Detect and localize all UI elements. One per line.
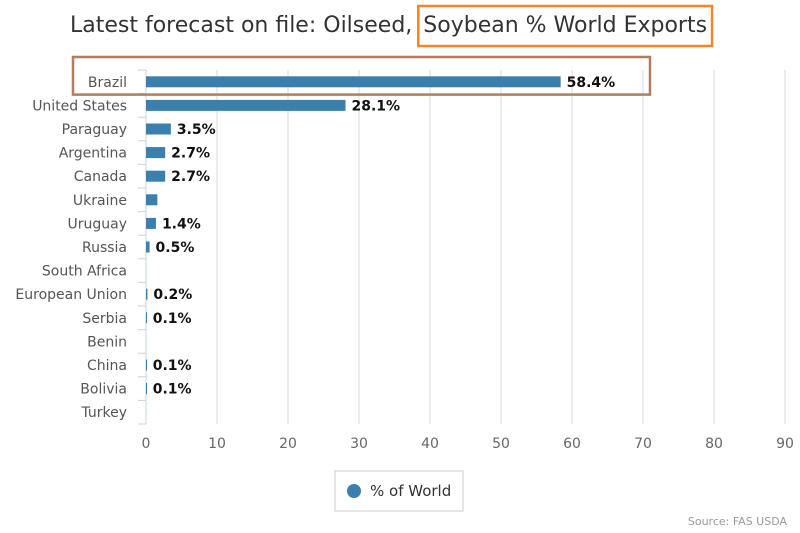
category-label: China	[87, 358, 127, 374]
chart-title: Latest forecast on file: Oilseed, Soybea…	[70, 4, 714, 48]
x-tick-label: 70	[634, 436, 652, 452]
category-label: Brazil	[88, 75, 127, 91]
category-label: Russia	[82, 240, 127, 256]
x-tick-label: 0	[142, 436, 151, 452]
data-label: 28.1%	[352, 98, 401, 114]
source-credit: Source: FAS USDA	[688, 515, 788, 528]
bar-canada[interactable]	[146, 170, 166, 182]
data-label: 2.7%	[171, 146, 210, 162]
bar-european-union[interactable]	[146, 288, 148, 300]
bar-russia[interactable]	[146, 241, 150, 253]
category-label: Serbia	[82, 311, 127, 327]
bar-bolivia[interactable]	[146, 383, 147, 395]
category-label: Argentina	[59, 146, 127, 162]
x-tick-label: 60	[563, 436, 581, 452]
category-axis	[138, 69, 147, 425]
legend-label: % of World	[370, 482, 451, 500]
bar-ukraine[interactable]	[146, 194, 158, 206]
category-label: United States	[32, 98, 127, 114]
title-highlight-box	[417, 4, 714, 48]
legend[interactable]: % of World	[334, 470, 464, 512]
category-label: Benin	[87, 334, 127, 350]
x-tick-labels: 0 10 20 30 40 50 60 70 80 90	[142, 436, 794, 452]
category-label: European Union	[15, 287, 127, 303]
legend-marker	[347, 484, 361, 498]
x-tick-label: 20	[279, 436, 297, 452]
chart-title-highlight: Soybean % World Exports	[423, 13, 707, 38]
x-tick-label: 90	[776, 436, 794, 452]
data-label: 1.4%	[162, 216, 201, 232]
bars	[146, 76, 561, 395]
category-label: Paraguay	[62, 122, 127, 138]
category-label: South Africa	[42, 264, 127, 280]
bar-china[interactable]	[146, 359, 147, 371]
bar-serbia[interactable]	[146, 312, 147, 324]
category-label: Uruguay	[68, 216, 128, 232]
data-label: 0.1%	[153, 311, 192, 327]
data-label: 3.5%	[177, 122, 216, 138]
x-tick-label: 10	[208, 436, 226, 452]
bar-paraguay[interactable]	[146, 123, 171, 135]
data-label: 0.1%	[153, 358, 192, 374]
grid-lines	[216, 70, 786, 424]
category-label: Canada	[74, 169, 127, 185]
bar-united-states[interactable]	[146, 99, 346, 111]
data-labels: 58.4% 28.1% 3.5% 2.7% 2.7% 1.4% 0.5% 0.2% 0.1% 0.…	[153, 75, 616, 398]
category-label: Ukraine	[73, 193, 127, 209]
data-label: 2.7%	[171, 169, 210, 185]
data-label: 0.1%	[153, 382, 192, 398]
x-tick-label: 50	[492, 436, 510, 452]
data-label: 0.5%	[156, 240, 195, 256]
category-highlight-box	[71, 55, 652, 96]
bar-brazil[interactable]	[146, 76, 561, 88]
x-tick-label: 30	[350, 436, 368, 452]
category-label: Turkey	[80, 405, 127, 421]
x-tick-label: 80	[705, 436, 723, 452]
bar-uruguay[interactable]	[146, 217, 156, 229]
bar-argentina[interactable]	[146, 147, 166, 159]
chart-title-prefix: Latest forecast on file: Oilseed,	[70, 13, 419, 38]
category-labels: Brazil United States Paraguay Argentina Cana…	[15, 75, 127, 421]
category-label: Bolivia	[80, 382, 127, 398]
data-label: 0.2%	[153, 287, 192, 303]
data-label: 58.4%	[567, 75, 616, 91]
x-tick-label: 40	[421, 436, 439, 452]
